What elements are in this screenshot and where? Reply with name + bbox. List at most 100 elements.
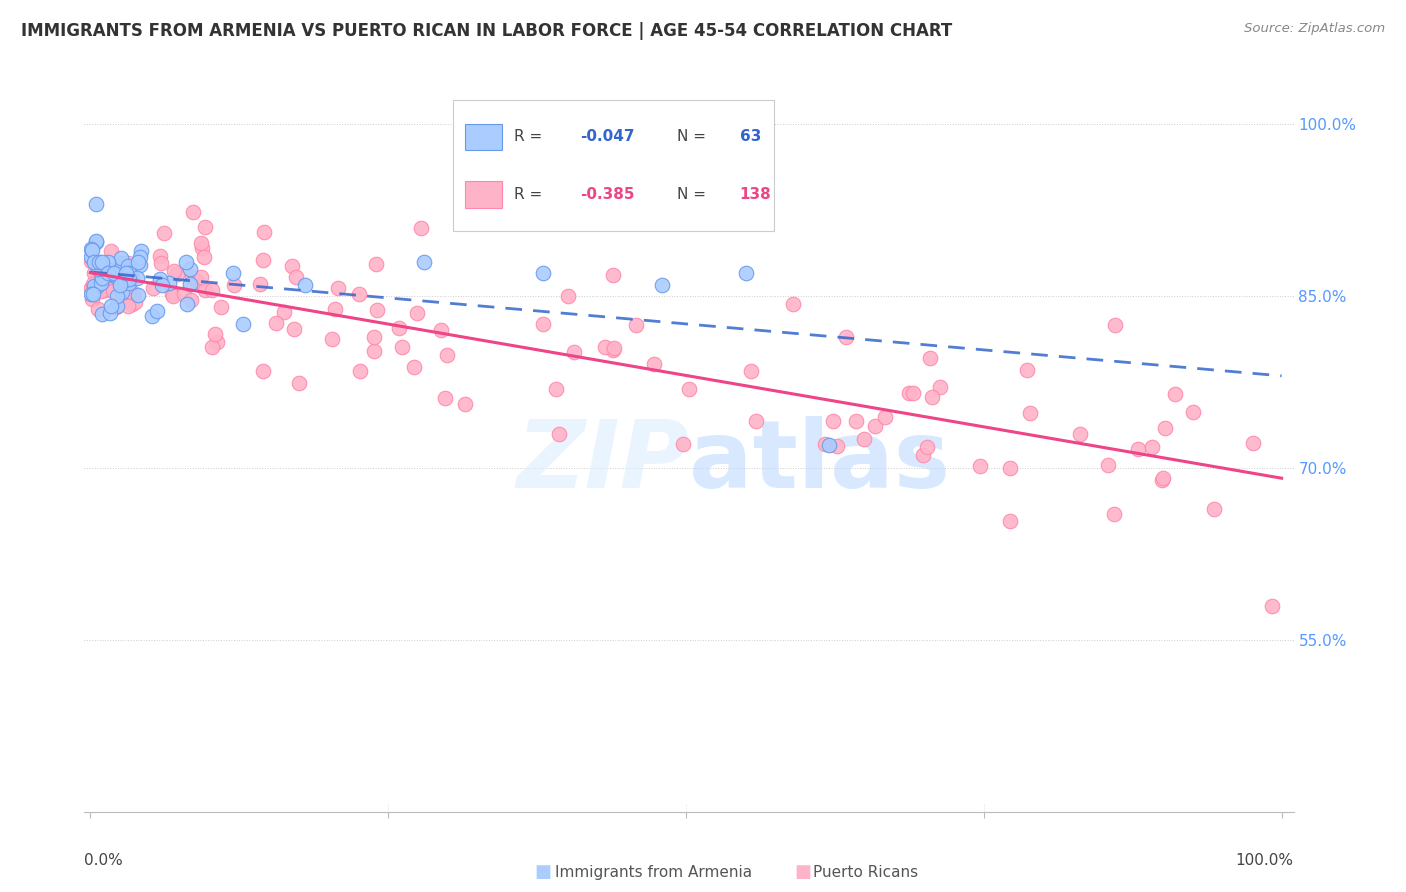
- Point: [105, 261, 128, 276]
- Point: [412, 254, 434, 268]
- Point: [252, 364, 274, 378]
- Point: [1202, 501, 1225, 516]
- Point: [105, 270, 128, 285]
- Text: ■: ■: [534, 863, 551, 881]
- Point: [1015, 363, 1038, 377]
- Point: [929, 379, 952, 393]
- Point: [84, 234, 107, 248]
- Text: Immigrants from Armenia: Immigrants from Armenia: [555, 865, 752, 880]
- Point: [101, 268, 124, 282]
- Point: [818, 438, 841, 452]
- Point: [998, 515, 1021, 529]
- Point: [83, 284, 105, 298]
- Point: [363, 343, 385, 358]
- Point: [103, 266, 125, 280]
- Point: [80, 242, 103, 256]
- Point: [1241, 436, 1264, 450]
- Point: [173, 286, 195, 301]
- Point: [86, 235, 108, 249]
- Point: [125, 271, 148, 285]
- Point: [149, 249, 172, 263]
- Point: [166, 267, 188, 281]
- Point: [863, 418, 886, 433]
- Point: [232, 318, 254, 332]
- Point: [186, 274, 208, 288]
- Point: [249, 277, 271, 292]
- Point: [1261, 599, 1284, 614]
- Point: [823, 414, 845, 428]
- Point: [224, 278, 246, 293]
- Point: [150, 277, 173, 292]
- Point: [651, 277, 673, 292]
- Point: [91, 254, 114, 268]
- Point: [204, 327, 226, 342]
- Text: ZIP: ZIP: [516, 416, 689, 508]
- FancyBboxPatch shape: [465, 181, 502, 208]
- FancyBboxPatch shape: [453, 101, 773, 231]
- Point: [672, 437, 695, 451]
- Point: [117, 267, 139, 281]
- Point: [98, 268, 121, 283]
- Point: [194, 283, 217, 297]
- Point: [118, 266, 141, 280]
- Point: [94, 283, 117, 297]
- Point: [128, 250, 150, 264]
- Point: [201, 283, 224, 297]
- Point: [128, 258, 150, 272]
- Point: [124, 295, 146, 310]
- Point: [180, 270, 202, 285]
- Point: [86, 279, 108, 293]
- Point: [325, 301, 347, 316]
- Point: [284, 270, 307, 285]
- Point: [266, 316, 288, 330]
- Point: [201, 340, 224, 354]
- Point: [734, 266, 756, 280]
- Point: [90, 267, 112, 281]
- Point: [825, 439, 848, 453]
- Point: [531, 317, 554, 331]
- Text: 0.0%: 0.0%: [84, 853, 124, 868]
- Point: [112, 273, 135, 287]
- Point: [366, 303, 388, 318]
- Point: [129, 244, 152, 259]
- Text: 138: 138: [740, 186, 772, 202]
- Point: [294, 277, 316, 292]
- Point: [1154, 421, 1177, 435]
- Point: [1152, 471, 1174, 485]
- Point: [90, 277, 112, 291]
- Point: [83, 266, 105, 280]
- Point: [603, 341, 626, 355]
- Point: [191, 241, 214, 255]
- Point: [120, 272, 142, 286]
- Point: [179, 261, 201, 276]
- Text: IMMIGRANTS FROM ARMENIA VS PUERTO RICAN IN LABOR FORCE | AGE 45-54 CORRELATION C: IMMIGRANTS FROM ARMENIA VS PUERTO RICAN …: [21, 22, 952, 40]
- Point: [120, 267, 142, 281]
- Point: [364, 257, 387, 271]
- Point: [87, 254, 110, 268]
- Point: [83, 285, 105, 299]
- Point: [103, 273, 125, 287]
- Point: [402, 360, 425, 375]
- Text: 63: 63: [740, 129, 761, 145]
- Point: [117, 276, 139, 290]
- Text: -0.047: -0.047: [581, 129, 634, 145]
- Point: [194, 219, 217, 234]
- Point: [149, 272, 172, 286]
- Text: N =: N =: [676, 129, 710, 145]
- Point: [80, 292, 103, 306]
- Point: [115, 266, 138, 280]
- Point: [100, 299, 122, 313]
- Point: [100, 306, 122, 320]
- Point: [87, 301, 110, 316]
- Point: [1142, 440, 1164, 454]
- Point: [103, 284, 125, 298]
- Point: [253, 225, 276, 239]
- Point: [91, 262, 114, 277]
- Point: [430, 323, 453, 337]
- Point: [80, 280, 103, 294]
- Text: ■: ■: [794, 863, 811, 881]
- Point: [745, 414, 768, 428]
- Text: -0.385: -0.385: [581, 186, 634, 202]
- Point: [1104, 507, 1126, 521]
- Point: [117, 255, 139, 269]
